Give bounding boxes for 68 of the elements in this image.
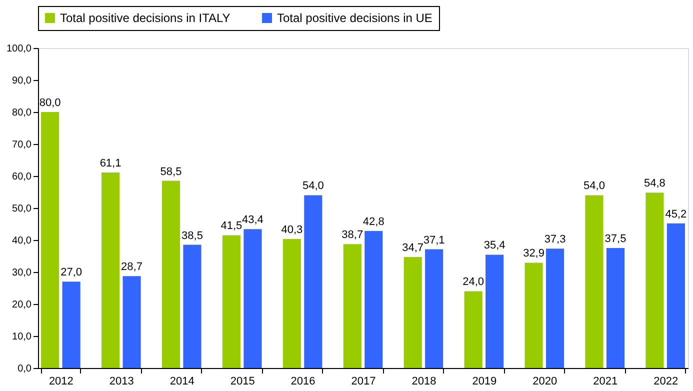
- data-label: 38,7: [342, 229, 364, 242]
- bar: [41, 112, 60, 368]
- x-tick-label: 2018: [412, 376, 436, 388]
- bar: [343, 244, 362, 368]
- x-tick-label: 2020: [532, 376, 558, 388]
- data-label: 42,8: [362, 216, 384, 228]
- data-label: 37,5: [604, 233, 626, 245]
- data-label: 54,8: [644, 178, 666, 190]
- bar: [183, 244, 202, 368]
- data-label: 80,0: [39, 97, 61, 109]
- data-label: 37,3: [544, 234, 566, 246]
- data-label: 35,4: [484, 240, 506, 252]
- bar: [546, 248, 564, 368]
- bar: [364, 231, 383, 368]
- bar: [244, 229, 262, 368]
- y-tick-label: 30,0: [12, 268, 32, 278]
- bar: [404, 256, 422, 368]
- bar: [646, 192, 664, 368]
- data-label: 54,0: [584, 180, 605, 192]
- bar: [222, 235, 240, 368]
- y-tick-label: 100,0: [6, 44, 32, 54]
- y-tick-label: 50,0: [12, 204, 32, 214]
- data-label: 38,5: [182, 230, 203, 242]
- data-label: 37,1: [423, 234, 445, 246]
- bar: [486, 254, 504, 368]
- data-label: 41,5: [220, 220, 242, 232]
- data-label: 27,0: [60, 266, 82, 279]
- y-tick-label: 90,0: [12, 76, 32, 86]
- bar: [524, 262, 543, 368]
- x-tick-label: 2019: [472, 376, 497, 388]
- data-label: 61,1: [100, 157, 122, 170]
- y-tick-label: 70,0: [12, 140, 32, 150]
- y-tick-label: 0,0: [18, 364, 32, 374]
- x-tick-label: 2015: [230, 376, 255, 388]
- data-label: 45,2: [665, 208, 687, 220]
- legend-label: Total positive decisions in ITALY: [60, 11, 230, 25]
- legend-label: Total positive decisions in UE: [277, 11, 432, 25]
- data-label: 43,4: [242, 214, 264, 226]
- data-label: 58,5: [160, 166, 182, 178]
- bar: [606, 248, 625, 368]
- y-tick-label: 80,0: [12, 108, 32, 118]
- bar: [304, 195, 322, 368]
- y-tick-label: 60,0: [12, 172, 32, 182]
- data-label: 32,9: [523, 248, 544, 260]
- bar: [425, 249, 444, 368]
- bar: [162, 180, 180, 368]
- y-tick-label: 20,0: [12, 300, 32, 310]
- bar: [464, 291, 482, 368]
- data-label: 40,3: [281, 224, 303, 236]
- bar: [585, 195, 604, 368]
- data-label: 24,0: [462, 276, 484, 288]
- data-label: 54,0: [302, 180, 324, 192]
- bar: [62, 282, 80, 368]
- x-tick-label: 2013: [109, 376, 134, 388]
- x-tick-label: 2014: [170, 376, 194, 388]
- bar: [122, 276, 141, 368]
- bar: [282, 239, 301, 368]
- x-tick-label: 2012: [48, 376, 74, 388]
- y-tick-label: 40,0: [12, 236, 32, 246]
- x-tick-label: 2017: [351, 376, 376, 388]
- data-label: 28,7: [121, 261, 142, 274]
- bar: [101, 172, 120, 368]
- bar: [666, 223, 685, 368]
- data-label: 34,7: [402, 242, 424, 254]
- x-tick-label: 2021: [593, 376, 618, 388]
- x-tick-label: 2022: [654, 376, 678, 388]
- x-tick-label: 2016: [290, 376, 316, 388]
- y-tick-label: 10,0: [12, 332, 32, 342]
